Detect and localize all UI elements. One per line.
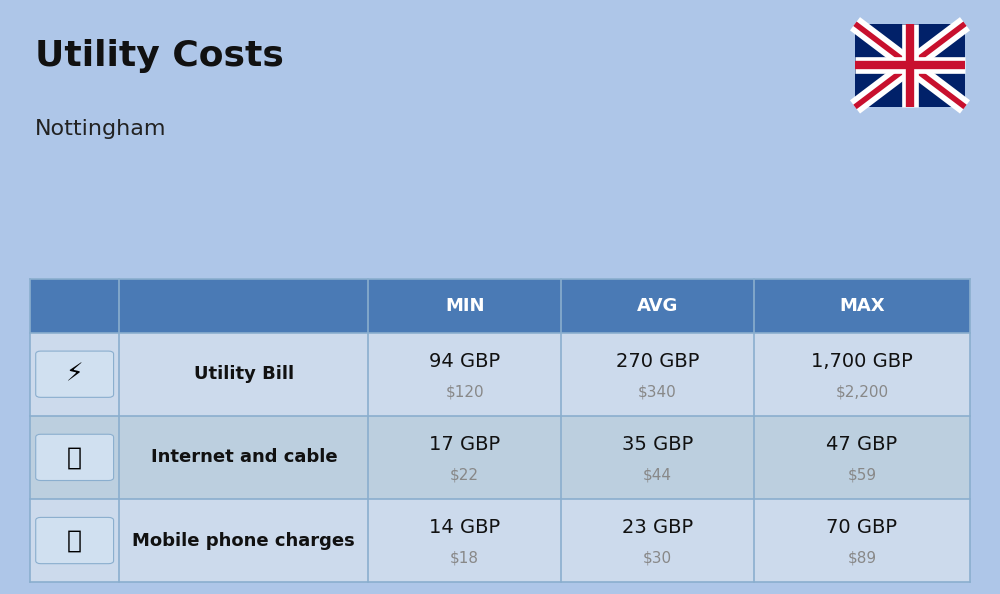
- Text: MAX: MAX: [839, 297, 885, 315]
- Text: 📶: 📶: [67, 446, 82, 469]
- FancyBboxPatch shape: [855, 24, 965, 107]
- Text: $340: $340: [638, 384, 677, 400]
- Text: Mobile phone charges: Mobile phone charges: [132, 532, 355, 549]
- Text: 94 GBP: 94 GBP: [429, 352, 500, 371]
- Text: 📱: 📱: [67, 529, 82, 552]
- Text: $30: $30: [643, 551, 672, 566]
- Text: AVG: AVG: [637, 297, 678, 315]
- Text: Nottingham: Nottingham: [35, 119, 166, 139]
- FancyBboxPatch shape: [30, 279, 970, 333]
- Text: 47 GBP: 47 GBP: [826, 435, 897, 454]
- Text: $120: $120: [445, 384, 484, 400]
- Text: MIN: MIN: [445, 297, 484, 315]
- Text: $44: $44: [643, 467, 672, 483]
- Text: $89: $89: [847, 551, 876, 566]
- Text: ⚡: ⚡: [66, 362, 83, 386]
- Text: 14 GBP: 14 GBP: [429, 518, 500, 537]
- Text: 1,700 GBP: 1,700 GBP: [811, 352, 913, 371]
- Text: $18: $18: [450, 551, 479, 566]
- FancyBboxPatch shape: [36, 517, 114, 564]
- Text: $2,200: $2,200: [835, 384, 888, 400]
- Text: 35 GBP: 35 GBP: [622, 435, 693, 454]
- FancyBboxPatch shape: [30, 499, 970, 582]
- Text: 70 GBP: 70 GBP: [826, 518, 897, 537]
- Text: 23 GBP: 23 GBP: [622, 518, 693, 537]
- Text: Utility Costs: Utility Costs: [35, 39, 284, 72]
- FancyBboxPatch shape: [36, 351, 114, 397]
- FancyBboxPatch shape: [30, 416, 970, 499]
- Text: 17 GBP: 17 GBP: [429, 435, 500, 454]
- Text: $59: $59: [847, 467, 876, 483]
- Text: 270 GBP: 270 GBP: [616, 352, 699, 371]
- FancyBboxPatch shape: [36, 434, 114, 481]
- Text: $22: $22: [450, 467, 479, 483]
- Text: Utility Bill: Utility Bill: [194, 365, 294, 383]
- FancyBboxPatch shape: [30, 333, 970, 416]
- Text: Internet and cable: Internet and cable: [151, 448, 337, 466]
